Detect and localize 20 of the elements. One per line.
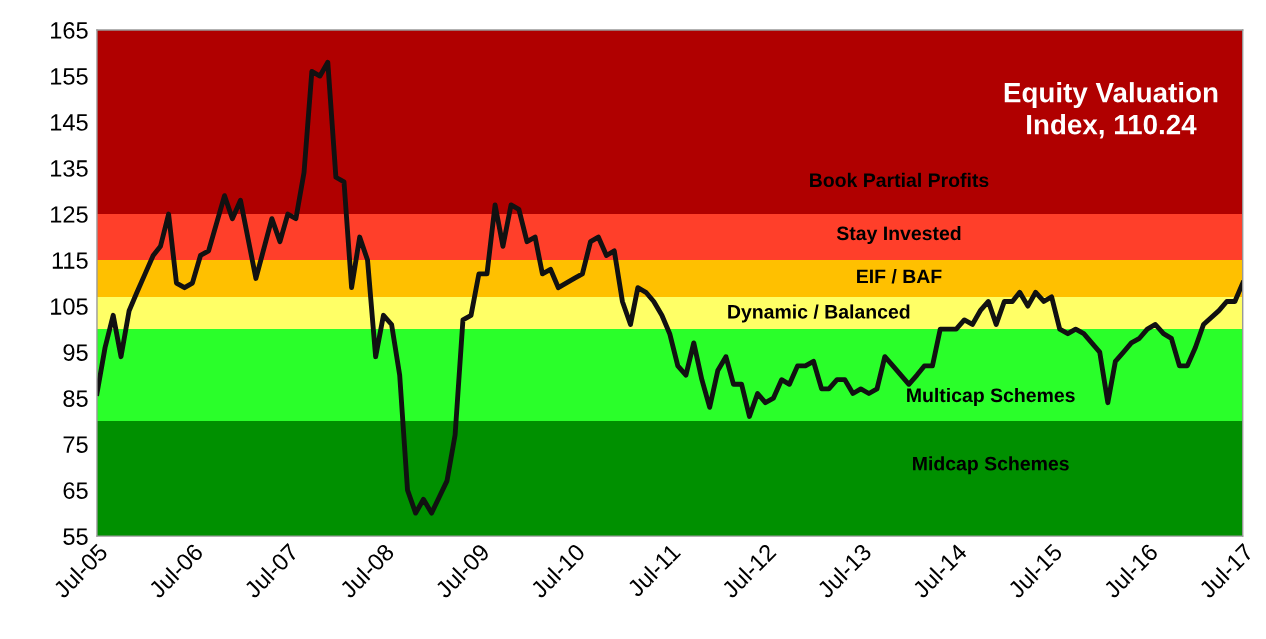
band-label: Dynamic / Balanced (728, 304, 910, 323)
y-tick-label: 115 (52, 252, 88, 269)
y-tick-label: 55 (63, 528, 88, 545)
y-tick-label: 85 (63, 390, 88, 407)
band-label: Book Partial Profits (810, 172, 989, 188)
y-tick-label: 165 (51, 22, 88, 39)
y-tick-label: 95 (63, 344, 88, 361)
y-tick-label: 65 (63, 482, 88, 499)
band-label: Multicap Schemes (907, 387, 1075, 407)
y-tick-label: 145 (51, 114, 88, 131)
y-tick-label: 135 (51, 160, 88, 177)
band-label: EIF / BAF (857, 268, 942, 284)
y-tick-label: 155 (51, 68, 88, 85)
y-tick-label: 125 (51, 206, 88, 223)
band-label: Midcap Schemes (913, 456, 1069, 475)
text: Equity Valuation Index, 110.24 (1004, 82, 1218, 139)
line-series (96, 59, 1243, 516)
y-tick-label: 105 (51, 298, 88, 315)
y-tick-label: 75 (63, 436, 88, 453)
band-label: Stay Invested (836, 225, 961, 245)
